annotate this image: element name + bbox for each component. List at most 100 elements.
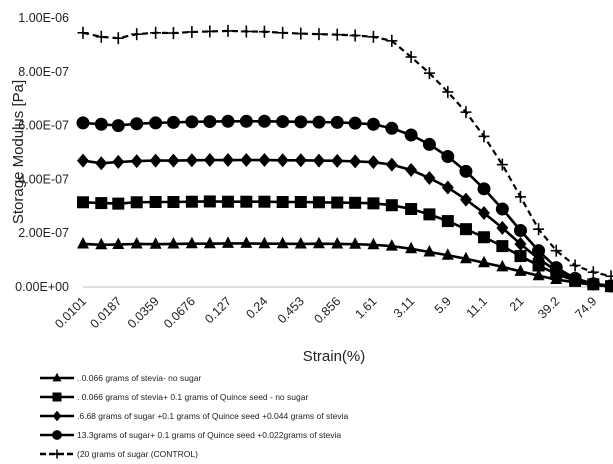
data-point-plus [550, 244, 562, 257]
data-point-diamond [149, 153, 162, 168]
data-point-diamond [367, 155, 380, 170]
data-point-circle [477, 182, 491, 196]
legend-swatch-marker [52, 410, 62, 422]
x-tick-label: 11.1 [464, 294, 490, 320]
data-point-circle [422, 137, 436, 151]
data-point-circle [385, 121, 399, 135]
data-point-diamond [258, 153, 271, 168]
data-point-circle [76, 116, 90, 130]
data-point-square [203, 195, 216, 208]
data-point-triangle [349, 237, 362, 249]
x-tick-label: 0.856 [311, 294, 343, 326]
data-point-triangle [514, 264, 527, 276]
data-point-square [167, 195, 180, 208]
data-point-plus [405, 51, 417, 64]
data-point-triangle [331, 236, 344, 249]
data-point-triangle [149, 237, 162, 249]
series-plus [77, 24, 613, 283]
data-point-triangle [276, 236, 289, 249]
x-tick-label: 5.9 [432, 294, 454, 316]
x-tick-label: 0.0101 [52, 294, 89, 331]
data-point-triangle [477, 255, 490, 268]
data-point-circle [257, 114, 271, 128]
x-tick-label: 0.0676 [161, 294, 198, 331]
data-point-diamond [405, 162, 418, 177]
data-point-triangle [130, 236, 143, 249]
x-tick-label: 74.9 [572, 294, 599, 321]
legend-entry-square: . 0.066 grams of stevia+ 0.1 grams of Qu… [40, 392, 308, 402]
data-point-circle [532, 244, 546, 258]
legend-label: . 0.066 grams of stevia- no sugar [77, 373, 201, 383]
x-tick-label: 0.453 [275, 294, 307, 326]
data-point-triangle [167, 236, 180, 249]
legend: . 0.066 grams of stevia- no sugar . 0.066… [40, 372, 348, 459]
data-point-plus [95, 30, 107, 43]
data-point-diamond [276, 153, 289, 168]
data-point-plus [295, 27, 307, 40]
data-point-plus [533, 223, 545, 236]
data-point-circle [130, 117, 144, 131]
data-point-circle [495, 202, 509, 216]
data-point-diamond [496, 220, 509, 235]
data-point-circle [166, 115, 180, 129]
data-point-circle [459, 164, 473, 178]
series-triangle [77, 236, 613, 291]
data-point-circle [568, 271, 582, 285]
data-point-plus [569, 259, 581, 272]
data-point-plus [386, 34, 398, 47]
data-point-plus [222, 24, 234, 37]
data-point-circle [441, 150, 455, 164]
data-point-circle [312, 115, 326, 129]
data-point-plus [423, 67, 435, 80]
data-point-square [367, 197, 380, 210]
data-point-diamond [203, 153, 216, 168]
data-point-diamond [95, 156, 108, 171]
data-point-triangle [496, 259, 509, 272]
data-point-circle [239, 114, 253, 128]
data-point-plus [167, 27, 179, 40]
legend-label: . 0.066 grams of stevia+ 0.1 grams of Qu… [77, 392, 308, 402]
x-tick-label: 1.61 [352, 294, 379, 321]
data-point-circle [276, 115, 290, 129]
data-point-diamond [459, 192, 472, 207]
data-point-square [240, 195, 253, 208]
series-line-plus [82, 29, 612, 278]
data-point-circle [111, 119, 125, 133]
x-tick-label: 0.24 [243, 294, 270, 321]
data-point-triangle [77, 236, 89, 249]
data-point-circle [586, 277, 600, 291]
data-point-square [496, 240, 509, 253]
data-point-triangle [294, 236, 307, 249]
data-point-triangle [423, 245, 436, 257]
data-point-diamond [221, 153, 234, 168]
data-point-circle [185, 115, 199, 129]
data-point-square [112, 197, 125, 210]
data-point-square [258, 195, 271, 208]
data-point-triangle [441, 248, 454, 260]
data-point-triangle [459, 251, 472, 264]
x-tick-label: 0.127 [202, 294, 234, 326]
y-tick-label: 8.00E-07 [18, 65, 69, 79]
data-point-square [385, 199, 398, 212]
data-point-square [423, 208, 436, 221]
data-point-triangle [112, 237, 125, 249]
data-point-square [441, 215, 454, 228]
data-point-triangle [203, 236, 216, 249]
data-point-plus [587, 266, 599, 279]
data-point-triangle [258, 236, 271, 249]
y-tick-label: 6.00E-07 [18, 119, 69, 133]
data-point-diamond [77, 153, 89, 168]
data-point-diamond [477, 206, 490, 221]
data-point-square [459, 223, 472, 236]
data-point-plus [442, 85, 454, 98]
legend-swatch-marker [52, 372, 62, 382]
data-point-diamond [514, 236, 527, 251]
x-tick-label: 39.2 [535, 294, 562, 321]
legend-label: .6.68 grams of sugar +0.1 grams of Quinc… [77, 411, 348, 421]
series-layer [76, 24, 613, 293]
data-point-plus [277, 26, 289, 39]
data-point-diamond [441, 180, 454, 195]
series-line-triangle [82, 242, 612, 288]
y-tick-label: 0.00E+00 [15, 280, 69, 294]
data-point-diamond [312, 153, 325, 168]
